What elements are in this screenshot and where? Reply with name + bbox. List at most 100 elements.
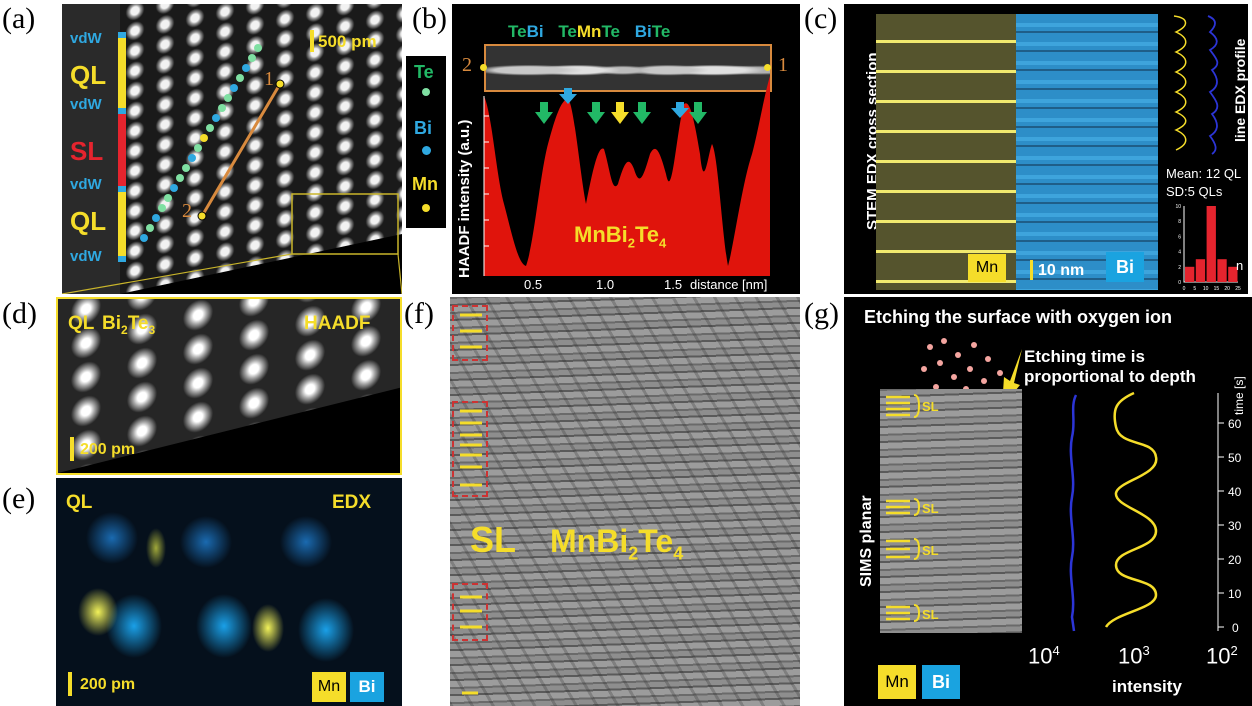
panel-d: QL Bi2Te3 HAADF 200 pm [56, 297, 402, 475]
hist-x-tick: 10 [1203, 286, 1209, 292]
mn-dot [422, 204, 430, 212]
hist-bar [1195, 259, 1206, 282]
scale-bar-label: 200 pm [80, 676, 136, 693]
te-dot [422, 88, 430, 96]
x-axis-label: distance [nm] [690, 277, 768, 292]
mode-label: EDX [332, 492, 372, 513]
sl-bar [118, 114, 126, 186]
sl-box [452, 305, 488, 361]
line-edx-profile [1173, 15, 1219, 155]
etch-note-line2: proportional to depth [1024, 367, 1196, 386]
hist-y-tick: 0 [1178, 280, 1181, 286]
bi-badge: Bi [922, 665, 960, 699]
y-tick: 10 [1228, 587, 1242, 601]
y-tick: 50 [1228, 451, 1242, 465]
ql-label: QL [70, 60, 107, 90]
label-g: (g) [804, 297, 839, 330]
sl-box [452, 401, 488, 497]
scale-bar [310, 30, 314, 52]
ql-label: QL [66, 492, 93, 513]
panel-a: vdW QL vdW SL vdW QL vdW 500 pm 1 2 [62, 4, 402, 294]
hist-bar [1217, 259, 1227, 282]
label-f: (f) [404, 297, 434, 330]
compound-label: MnBi2Te4 [574, 222, 667, 251]
label-b: (b) [412, 2, 447, 35]
scale-bar [68, 672, 72, 696]
sl-markers [460, 313, 482, 695]
x-tick: 104 [1028, 643, 1060, 669]
sl-label: SL [922, 543, 939, 558]
sl-box [452, 583, 488, 641]
bi-badge: Bi [350, 672, 384, 702]
x-tick: 0.5 [524, 277, 543, 292]
scale-bar [1030, 260, 1033, 280]
vdw-label: vdW [70, 30, 102, 47]
etch-note-line1: Etching time is [1024, 347, 1145, 366]
sims-tem-image [880, 389, 1022, 633]
y-tick: 60 [1228, 417, 1242, 431]
panel-g: Etching the surface with oxygen ion Etch… [844, 297, 1252, 706]
y-tick: 20 [1228, 553, 1242, 567]
hist-y-tick: 8 [1178, 219, 1181, 225]
legend-bi: Bi [414, 118, 432, 138]
scale-bar-label: 500 pm [318, 32, 377, 51]
x-axis-label: intensity [1112, 677, 1182, 696]
label-c: (c) [804, 2, 838, 35]
hist-bar [1206, 206, 1216, 282]
mn-badge: Mn [968, 254, 1006, 282]
hist-y-tick: 10 [1175, 204, 1181, 210]
layer-strip [62, 4, 120, 294]
marker-1: 1 [778, 54, 788, 76]
marker-1: 1 [264, 68, 274, 90]
marker-2: 2 [182, 200, 192, 222]
sims-depth-profile [1069, 391, 1224, 632]
sl-label: SL [470, 519, 517, 560]
x-tick: 103 [1118, 643, 1150, 669]
line-profile-strip [484, 44, 772, 92]
y-axis-label: HAADF intensity (a.u.) [456, 119, 473, 278]
compound-label: MnBi2Te4 [550, 523, 684, 564]
compound-label: Bi2Te3 [102, 313, 156, 337]
scale-bar-label: 200 pm [80, 441, 136, 458]
vdw-label: vdW [70, 248, 102, 265]
x-tick: 102 [1206, 643, 1238, 669]
y-tick: 40 [1228, 485, 1242, 499]
element-legend: Te Bi Mn [406, 56, 446, 228]
atom-chain-overlay [62, 44, 402, 294]
hist-x-tick: 5 [1193, 286, 1196, 292]
atom-sequence: TeBi TeMnTe BiTe [508, 22, 671, 41]
hist-y-tick: 6 [1178, 234, 1181, 240]
x-tick: 1.5 [664, 277, 683, 292]
sd-label: SD:5 QLs [1166, 184, 1223, 199]
hist-x-tick: 20 [1224, 286, 1230, 292]
label-e: (e) [2, 482, 36, 515]
etch-title: Etching the surface with oxygen ion [864, 307, 1173, 327]
legend-te: Te [414, 62, 434, 82]
legend-mn: Mn [412, 174, 438, 194]
scale-bar-label: 10 nm [1038, 262, 1085, 279]
hist-x-tick: 15 [1214, 286, 1220, 292]
sims-sl-markers [886, 394, 921, 622]
hist-y-tick: 2 [1178, 265, 1181, 271]
panel-e: QL EDX 200 pm Mn Bi [56, 478, 402, 706]
vdw-label: vdW [70, 176, 102, 193]
label-d: (d) [2, 297, 37, 330]
sl-label: SL [922, 399, 939, 414]
y-tick: 0 [1232, 621, 1239, 635]
ql-label: QL [68, 313, 95, 334]
hist-x-tick: 25 [1235, 286, 1241, 292]
mn-badge: Mn [312, 672, 346, 702]
scale-bar [70, 437, 74, 461]
haadf-intensity-profile [483, 76, 770, 276]
vdw-label: vdW [70, 96, 102, 113]
mn-edx-map [876, 14, 1016, 290]
x-tick: 1.0 [596, 277, 615, 292]
hist-bar [1228, 266, 1238, 282]
hist-y-tick: 4 [1178, 250, 1181, 256]
y-tick: 30 [1228, 519, 1242, 533]
bi-dot [422, 146, 431, 155]
bi-badge: Bi [1106, 252, 1144, 282]
mode-label: HAADF [304, 313, 371, 334]
ql-bar-bottom [118, 192, 126, 256]
